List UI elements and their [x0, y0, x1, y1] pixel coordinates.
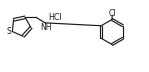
Text: NH: NH — [41, 23, 52, 32]
Text: HCl: HCl — [49, 13, 62, 22]
Text: Cl: Cl — [109, 8, 116, 17]
Text: S: S — [7, 28, 11, 37]
